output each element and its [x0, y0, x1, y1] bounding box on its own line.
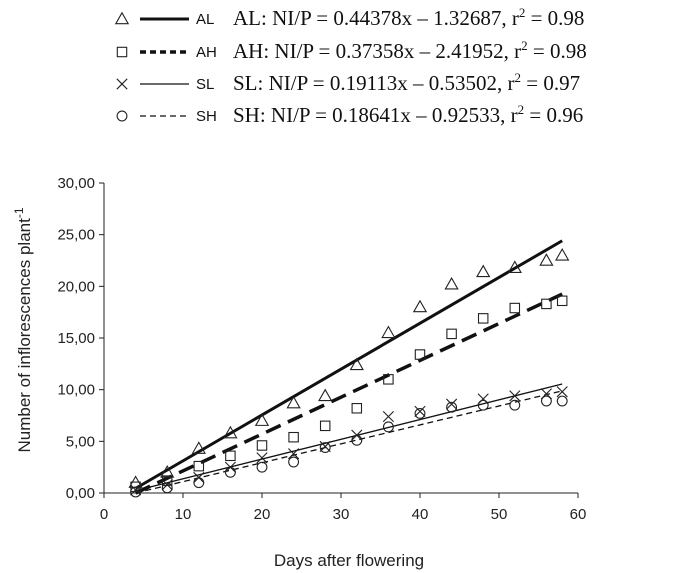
regression-line-al	[134, 239, 563, 490]
legend-marker-sl	[116, 78, 128, 90]
legend-marker-al	[114, 11, 130, 25]
data-point-sh	[130, 486, 142, 498]
legend: AL AL: NI/P = 0.44378x – 1.32687, r2 = 0.…	[114, 5, 587, 127]
x-tick-label: 0	[100, 506, 108, 523]
data-point-al	[191, 441, 206, 454]
y-tick-label: 5,00	[66, 433, 95, 450]
data-point-al	[254, 413, 270, 426]
data-point-al	[539, 253, 554, 266]
data-point-sh	[351, 434, 363, 446]
data-point-sl	[382, 410, 394, 423]
data-point-al	[318, 388, 333, 402]
y-tick-label: 15,00	[57, 330, 95, 347]
data-point-ah	[225, 450, 236, 462]
y-tick-label: 20,00	[57, 278, 95, 295]
x-axis-title: Days after flowering	[274, 551, 424, 570]
legend-label-ah: AH	[196, 44, 217, 61]
data-point-sh	[477, 399, 489, 411]
data-point-al	[349, 357, 364, 371]
axis-titles: Days after flowering Number of infloresce…	[12, 207, 424, 570]
data-point-ah	[414, 349, 426, 360]
data-point-sl	[130, 484, 142, 496]
legend-marker-ah	[116, 46, 128, 58]
data-point-ah	[130, 481, 141, 493]
data-point-sh	[193, 477, 205, 489]
data-point-ah	[477, 313, 489, 324]
data-point-sh	[446, 401, 458, 413]
data-point-al	[286, 395, 301, 409]
data-point-sh	[224, 466, 236, 478]
x-tick-label: 30	[333, 506, 350, 523]
legend-equation-ah: AH: NI/P = 0.37358x – 2.41952, r2 = 0.98	[233, 38, 587, 63]
data-point-sh	[161, 482, 173, 494]
y-tick-label: 25,00	[57, 227, 95, 244]
data-point-sl	[509, 390, 521, 402]
y-tick-label: 10,00	[57, 382, 95, 399]
data-point-sh	[556, 395, 568, 407]
legend-equation-al: AL: NI/P = 0.44378x – 1.32687, r2 = 0.98	[233, 5, 584, 30]
x-tick-label: 50	[491, 506, 508, 523]
regression-line-ah	[134, 292, 563, 495]
data-point-sl	[256, 452, 268, 464]
data-point-ah	[383, 374, 394, 385]
data-point-al	[160, 465, 175, 478]
x-tick-label: 40	[412, 506, 429, 523]
legend-label-sl: SL	[196, 76, 214, 93]
data-point-sl	[161, 479, 173, 491]
data-point-sh	[509, 399, 521, 411]
data-point-al	[412, 299, 428, 313]
data-point-al	[381, 325, 396, 339]
data-point-sl	[446, 398, 458, 410]
legend-label-sh: SH	[196, 108, 217, 125]
y-axis-title-superscript: -1	[12, 207, 26, 218]
data-point-ah	[193, 460, 205, 472]
regression-line-sl	[135, 383, 563, 492]
x-tick-label: 10	[175, 506, 192, 523]
data-point-al	[444, 276, 459, 290]
data-point-al	[507, 260, 522, 273]
data-point-al	[555, 248, 570, 261]
data-point-sh	[256, 461, 268, 473]
data-point-ah	[541, 298, 552, 310]
data-point-sh	[540, 395, 552, 407]
y-tick-label: 30,00	[57, 175, 95, 192]
data-point-sh	[288, 456, 300, 468]
data-point-sl	[288, 448, 300, 460]
x-tick-label: 60	[570, 506, 587, 523]
legend-equation-sl: SL: NI/P = 0.19113x – 0.53502, r2 = 0.97	[233, 70, 580, 95]
data-point-ah	[556, 295, 568, 307]
data-point-sl	[319, 440, 331, 453]
data-point-al	[223, 425, 238, 439]
regression-lines	[134, 239, 563, 495]
x-tick-label: 20	[254, 506, 271, 523]
legend-marker-sh	[116, 110, 128, 122]
data-point-ah	[351, 403, 363, 414]
y-tick-label: 0,00	[66, 485, 95, 502]
data-point-al	[476, 264, 491, 278]
axes: 0,00 5,00 10,00 15,00 20,00 25,00 30,00 0 10 20 30…	[57, 175, 586, 523]
data-point-ah	[446, 328, 457, 340]
regression-line-sh	[135, 390, 563, 494]
data-point-sh	[382, 421, 394, 433]
data-point-ah	[509, 302, 521, 314]
data-point-ah	[288, 431, 299, 443]
data-point-ah	[319, 420, 331, 432]
data-point-sl	[556, 386, 568, 398]
data-point-ah	[256, 440, 268, 451]
legend-label-al: AL	[196, 11, 214, 28]
data-point-sh	[319, 442, 331, 453]
legend-equation-sh: SH: NI/P = 0.18641x – 0.92533, r2 = 0.96	[233, 102, 583, 127]
data-points	[128, 248, 570, 498]
data-point-sl	[414, 405, 426, 417]
y-axis-title: Number of inflorescences plant-1	[12, 207, 34, 452]
data-point-sh	[414, 407, 426, 419]
